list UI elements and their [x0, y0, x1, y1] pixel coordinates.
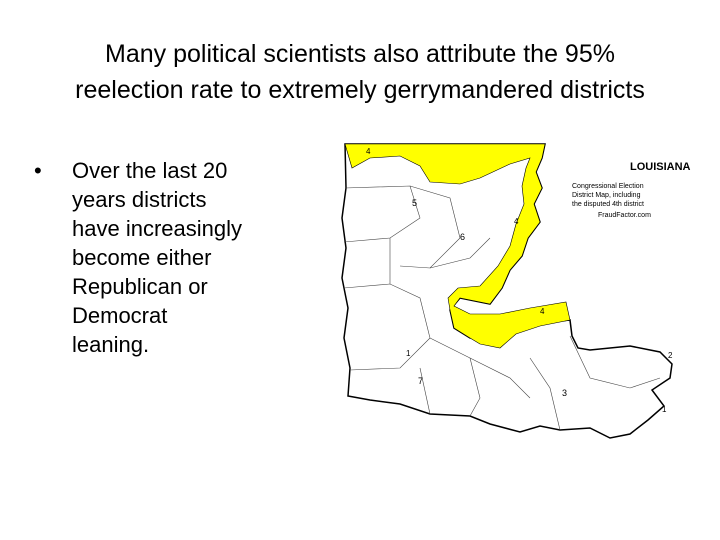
title-line: Many political scientists also attribute… [105, 40, 615, 68]
district-label: 3 [562, 388, 567, 398]
district-label: 4 [514, 217, 519, 226]
district-label: 4 [540, 307, 545, 316]
map-title: LOUISIANA [630, 161, 691, 173]
map-credit: FraudFactor.com [598, 212, 651, 219]
map-caption: the disputed 4th district [572, 201, 644, 208]
slide-title: Many political scientists also attribute… [0, 36, 720, 108]
parish-lines [343, 185, 661, 431]
map-caption: District Map, including [572, 192, 641, 199]
district-label: 1 [662, 405, 667, 414]
map-caption: Congressional Election [572, 183, 644, 190]
district-label: 7 [418, 376, 423, 386]
district-label: 6 [460, 232, 465, 242]
district-label: 5 [412, 198, 417, 208]
district-label: 1 [406, 349, 411, 358]
bullet-list: Over the last 20 years districts have in… [30, 156, 245, 359]
title-line: reelection rate to extremely gerrymander… [75, 76, 645, 104]
district-4-highlight [344, 143, 571, 349]
district-label: 2 [668, 351, 673, 360]
bullet: Over the last 20 years districts have in… [30, 156, 245, 359]
louisiana-map: LOUISIANA Congressional Election Distric… [341, 143, 691, 439]
district-label: 4 [366, 147, 371, 156]
